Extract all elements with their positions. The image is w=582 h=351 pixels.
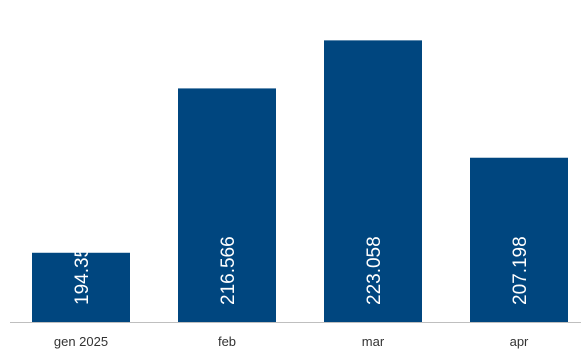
data-label-0: 194.356 <box>72 236 93 305</box>
bar-3 <box>470 157 568 322</box>
data-label-1: 216.566 <box>218 236 239 305</box>
bar-0 <box>32 252 130 322</box>
data-label-3: 207.198 <box>510 236 531 305</box>
x-tick-label-1: feb <box>218 334 236 349</box>
x-tick-label-2: mar <box>362 334 385 349</box>
bar-1 <box>178 88 276 323</box>
x-tick-label-0: gen 2025 <box>54 334 108 349</box>
x-tick-label-3: apr <box>510 334 529 349</box>
data-label-2: 223.058 <box>364 236 385 305</box>
bar-2 <box>324 40 422 323</box>
